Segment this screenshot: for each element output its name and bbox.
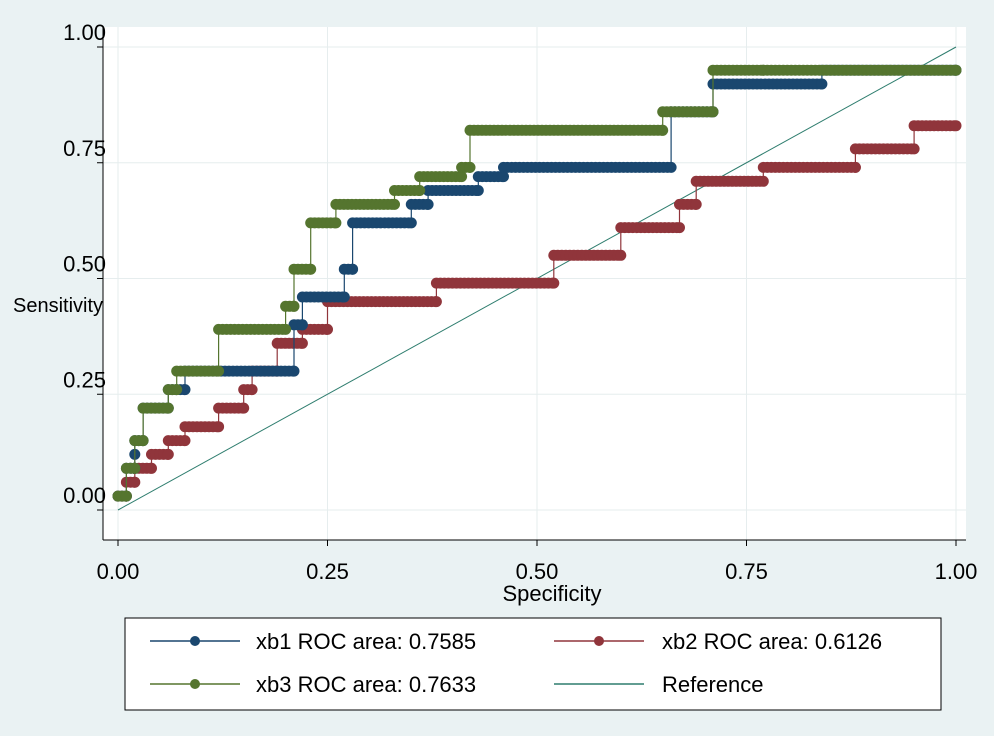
point-xb3-27	[464, 161, 476, 173]
x-axis-label: Specificity	[502, 581, 601, 606]
legend: xb1 ROC area: 0.7585 xb2 ROC area: 0.612…	[124, 617, 942, 711]
point-xb3-19	[330, 217, 342, 229]
y-axis-label: Sensitivity	[13, 295, 103, 317]
point-xb2-13	[238, 402, 250, 414]
legend-label-reference: Reference	[662, 672, 764, 697]
point-xb3-13	[280, 323, 292, 335]
point-xb1-18	[347, 263, 359, 275]
point-xb1-24	[472, 185, 484, 196]
y-tick-label-3: 0.75	[63, 136, 106, 161]
point-xb3-29	[657, 124, 669, 136]
legend-label-xb2: xb2 ROC area: 0.6126	[662, 629, 882, 654]
point-xb3-15	[288, 300, 300, 312]
point-xb2-39	[950, 120, 962, 132]
point-xb2-25	[548, 277, 560, 289]
point-xb3-17	[305, 263, 317, 275]
point-xb1-22	[422, 198, 434, 210]
point-xb2-35	[849, 161, 861, 173]
point-xb3-21	[389, 198, 400, 210]
point-xb3-1	[120, 490, 132, 502]
point-xb2-15	[246, 384, 258, 396]
point-xb1-14	[296, 319, 308, 331]
point-xb1-32	[816, 78, 828, 90]
y-tick-label-4: 1.00	[63, 20, 106, 45]
legend-swatch-xb2-marker	[594, 636, 604, 646]
legend-label-xb1: xb1 ROC area: 0.7585	[256, 629, 476, 654]
point-xb1-26	[498, 171, 509, 183]
point-xb3-5	[137, 435, 149, 447]
x-tick-label-2: 0.50	[516, 559, 559, 584]
point-xb2-31	[690, 198, 702, 210]
y-tick-label-1: 0.25	[63, 367, 106, 392]
point-xb1-10	[179, 384, 191, 396]
point-xb1-16	[338, 291, 350, 303]
legend-swatch-xb1-marker	[190, 636, 200, 646]
point-xb2-27	[615, 249, 627, 261]
point-xb2-29	[674, 222, 685, 234]
point-xb1-20	[405, 217, 417, 229]
point-xb1-12	[288, 365, 300, 377]
series-layer	[112, 64, 962, 502]
point-xb3-7	[162, 402, 174, 414]
y-tick-label-2: 0.50	[63, 252, 106, 277]
legend-swatch-xb3-marker	[190, 679, 200, 689]
point-xb2-11	[213, 421, 225, 433]
legend-label-xb3: xb3 ROC area: 0.7633	[256, 672, 476, 697]
point-xb2-3	[129, 476, 141, 488]
point-xb1-28	[665, 161, 677, 173]
point-xb2-19	[296, 337, 308, 349]
axis-layer: 0.00 0.00 0.25 0.25 0.50 0.50 0.75 0.75 1.00 1.00	[63, 20, 977, 584]
point-xb2-5	[146, 462, 157, 474]
legend-box	[124, 617, 942, 711]
point-xb2-37	[908, 143, 920, 155]
x-tick-label-1: 0.25	[306, 559, 349, 584]
point-xb3-35	[950, 64, 962, 76]
point-xb3-25	[456, 171, 468, 183]
x-tick-label-0: 0.00	[97, 559, 140, 584]
point-xb2-7	[162, 448, 174, 460]
point-xb3-23	[414, 185, 426, 196]
x-tick-label-3: 0.75	[725, 559, 768, 584]
point-xb2-33	[757, 175, 769, 187]
point-xb2-9	[179, 435, 191, 447]
point-xb2-21	[322, 323, 333, 335]
point-xb3-3	[129, 462, 141, 474]
point-xb2-23	[430, 296, 442, 308]
x-tick-label-4: 1.00	[935, 559, 978, 584]
y-tick-label-0: 0.00	[63, 483, 106, 508]
point-xb3-9	[171, 384, 183, 396]
point-xb3-31	[707, 106, 719, 118]
series-xb3	[112, 64, 962, 502]
point-xb3-11	[213, 365, 225, 377]
